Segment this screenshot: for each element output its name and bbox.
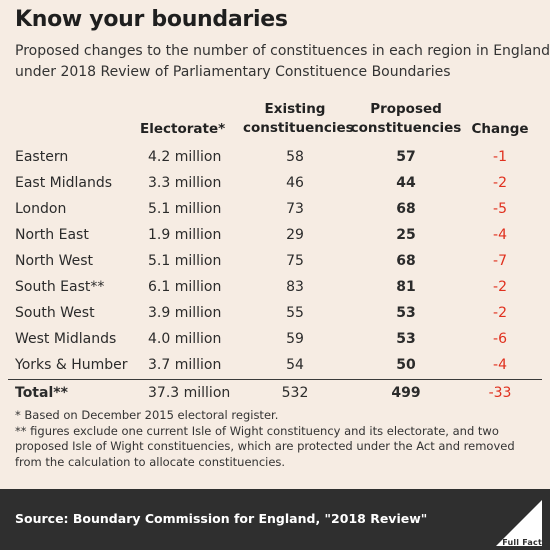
cell-existing: 55: [286, 305, 304, 321]
table-row: East Midlands 3.3 million 46 44 -2: [0, 170, 550, 196]
cell-electorate: 3.3 million: [148, 175, 222, 191]
table-row: Eastern 4.2 million 58 57 -1: [0, 144, 550, 170]
source-text: Source: Boundary Commission for England,…: [15, 511, 428, 526]
footer-bar: Source: Boundary Commission for England,…: [0, 489, 550, 550]
header-proposed-line2: constituencies: [350, 120, 462, 136]
subtitle-line: Proposed changes to the number of consti…: [15, 43, 550, 59]
header-proposed: Proposed constituencies: [350, 100, 462, 138]
header-proposed-line1: Proposed: [370, 101, 442, 117]
cell-proposed: 53: [396, 331, 416, 347]
cell-region: East Midlands: [15, 175, 113, 191]
cell-change: -4: [493, 357, 507, 373]
table-row: South West 3.9 million 55 53 -2: [0, 300, 550, 326]
cell-proposed: 81: [396, 279, 416, 295]
cell-region: North East: [15, 227, 89, 243]
cell-region: Eastern: [15, 149, 69, 165]
cell-existing: 532: [281, 385, 309, 401]
cell-electorate: 37.3 million: [148, 385, 231, 401]
table-row: Yorks & Humber 3.7 million 54 50 -4: [0, 352, 550, 378]
total-divider: [8, 379, 542, 380]
cell-change: -2: [493, 175, 507, 191]
full-fact-logo-icon: [496, 500, 542, 546]
cell-electorate: 4.2 million: [148, 149, 222, 165]
cell-proposed: 50: [396, 357, 416, 373]
cell-electorate: 5.1 million: [148, 253, 222, 269]
table-row: West Midlands 4.0 million 59 53 -6: [0, 326, 550, 352]
header-existing: Existing constituencies: [243, 100, 354, 138]
cell-region: South East**: [15, 279, 105, 295]
cell-region: North West: [15, 253, 94, 269]
cell-electorate: 3.9 million: [148, 305, 222, 321]
cell-change: -7: [493, 253, 507, 269]
cell-existing: 29: [286, 227, 304, 243]
cell-electorate: 1.9 million: [148, 227, 222, 243]
footnotes: * Based on December 2015 electoral regis…: [15, 408, 535, 470]
cell-existing: 59: [286, 331, 304, 347]
page-title: Know your boundaries: [15, 7, 288, 32]
cell-proposed: 57: [396, 149, 416, 165]
header-existing-line2: constituencies: [243, 120, 354, 136]
cell-region: West Midlands: [15, 331, 117, 347]
logo-text: Full Fact: [502, 538, 542, 547]
subtitle: Proposed changes to the number of consti…: [15, 41, 550, 83]
cell-existing: 75: [286, 253, 304, 269]
cell-change: -33: [488, 385, 512, 401]
table-row: North West 5.1 million 75 68 -7: [0, 248, 550, 274]
cell-existing: 58: [286, 149, 304, 165]
cell-existing: 46: [286, 175, 304, 191]
cell-proposed: 25: [396, 227, 416, 243]
cell-proposed: 68: [396, 201, 416, 217]
footnote-2: ** figures exclude one current Isle of W…: [15, 423, 515, 469]
cell-change: -5: [493, 201, 507, 217]
cell-electorate: 5.1 million: [148, 201, 222, 217]
cell-change: -2: [493, 279, 507, 295]
subtitle-line: under 2018 Review of Parliamentary Const…: [15, 64, 451, 80]
cell-change: -1: [493, 149, 507, 165]
cell-existing: 73: [286, 201, 304, 217]
cell-region: South West: [15, 305, 95, 321]
header-existing-line1: Existing: [264, 101, 326, 117]
cell-change: -4: [493, 227, 507, 243]
cell-existing: 54: [286, 357, 304, 373]
cell-proposed: 68: [396, 253, 416, 269]
header-electorate: Electorate*: [140, 121, 226, 137]
cell-proposed: 53: [396, 305, 416, 321]
header-change: Change: [471, 121, 529, 137]
table-row: North East 1.9 million 29 25 -4: [0, 222, 550, 248]
cell-region: London: [15, 201, 67, 217]
cell-change: -2: [493, 305, 507, 321]
cell-proposed: 499: [391, 385, 421, 401]
total-row: Total** 37.3 million 532 499 -33: [0, 380, 550, 406]
data-table: Electorate* Existing constituencies Prop…: [0, 100, 550, 401]
cell-change: -6: [493, 331, 507, 347]
cell-region: Total**: [15, 385, 68, 401]
cell-electorate: 4.0 million: [148, 331, 222, 347]
table-row: South East** 6.1 million 83 81 -2: [0, 274, 550, 300]
footnote-1: * Based on December 2015 electoral regis…: [15, 408, 279, 422]
cell-electorate: 6.1 million: [148, 279, 222, 295]
cell-proposed: 44: [396, 175, 416, 191]
cell-electorate: 3.7 million: [148, 357, 222, 373]
table-row: London 5.1 million 73 68 -5: [0, 196, 550, 222]
cell-region: Yorks & Humber: [15, 357, 128, 373]
cell-existing: 83: [286, 279, 304, 295]
